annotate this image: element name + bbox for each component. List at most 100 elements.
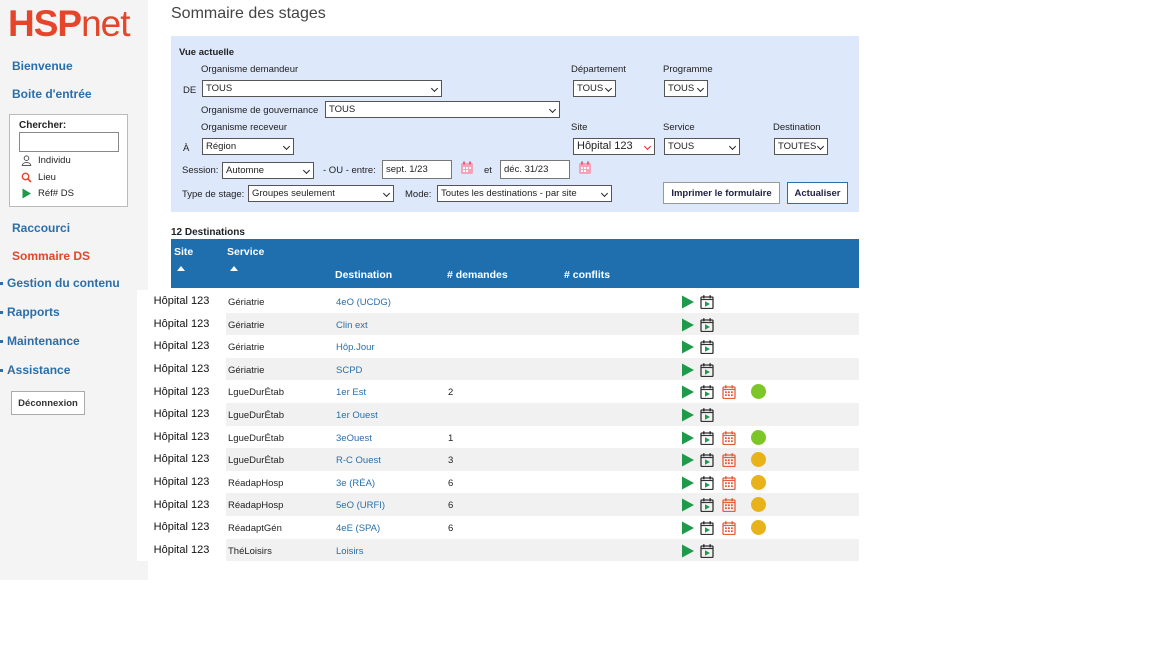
date-to-input[interactable]: déc. 31/23 [500,160,570,179]
nav-assistance[interactable]: Assistance [0,363,70,377]
play-icon[interactable] [681,408,695,422]
demandes-cell: 6 [448,477,454,489]
calendar-icon[interactable] [722,521,736,535]
destination-link[interactable]: R-C Ouest [336,455,381,467]
destination-link[interactable]: Hôp.Jour [336,342,375,354]
destination-link[interactable]: SCPD [336,364,363,376]
site-cell: Hôpital 123 [137,290,226,313]
play-icon[interactable] [681,453,695,467]
type-select[interactable]: Groupes seulement [248,185,394,202]
destination-link[interactable]: 1er Ouest [336,410,378,421]
bullet-icon [0,369,3,373]
nav-shortcut[interactable]: Raccourci [12,221,71,235]
search-option-individu[interactable]: Individu [21,155,71,166]
table-row: ThéLoisirs Loisirs [171,538,859,562]
nav-assistance-label: Assistance [7,363,71,377]
destination-link[interactable]: 4eO (UCDG) [336,297,391,308]
calendar-icon[interactable] [722,430,736,445]
departement-select[interactable]: TOUS [573,80,616,97]
print-form-button[interactable]: Imprimer le formulaire [663,182,780,204]
search-option-ref-label: Réf# DS [38,188,74,199]
nav-content[interactable]: Gestion du contenu [0,276,120,290]
calendar-play-icon[interactable] [700,363,714,377]
column-site[interactable]: Site [174,246,194,258]
site-cell: Hôpital 123 [137,425,226,449]
calendar-play-icon[interactable] [700,430,714,445]
calendar-play-icon[interactable] [700,340,714,355]
calendar-play-icon[interactable] [700,543,714,558]
play-icon[interactable] [681,521,695,535]
sort-ascending-icon[interactable] [177,266,185,271]
service-cell: RéadapHosp [228,500,284,512]
site-cell: Hôpital 123 [137,470,226,494]
column-destination[interactable]: Destination [335,269,393,281]
nav-maintenance[interactable]: Maintenance [0,334,80,348]
service-cell: Gériatrie [228,319,265,331]
play-icon[interactable] [681,363,695,377]
sort-ascending-icon[interactable] [230,266,238,271]
search-panel: Chercher: Individu Lieu Réf# DS [9,114,128,207]
nav-welcome[interactable]: Bienvenue [12,59,73,73]
sidebar: HSPnet Bienvenue Boite d'entrée Chercher… [0,0,148,580]
calendar-play-icon[interactable] [700,453,714,468]
column-service[interactable]: Service [227,246,265,258]
column-conflits[interactable]: # conflits [564,269,611,281]
play-icon[interactable] [681,340,695,354]
destination-link[interactable]: Loisirs [336,545,364,557]
destination-link[interactable]: Clin ext [336,319,368,331]
search-input[interactable] [19,132,119,152]
calendar-play-icon[interactable] [700,476,714,490]
destination-link[interactable]: 5eO (URFI) [336,500,386,512]
play-icon[interactable] [681,318,695,332]
nav-inbox[interactable]: Boite d'entrée [12,87,92,101]
play-icon[interactable] [681,431,695,445]
destination-link[interactable]: 3e (RÉA) [336,477,376,489]
calendar-icon[interactable] [460,161,474,175]
org-gouv-select[interactable]: TOUS [325,101,560,118]
search-option-ref[interactable]: Réf# DS [21,188,74,199]
calendar-icon[interactable] [722,476,736,490]
calendar-icon[interactable] [722,385,736,400]
calendar-icon[interactable] [722,498,736,513]
service-cell: LgueDurÉtab [228,432,284,444]
destination-select[interactable]: TOUTES [774,138,828,155]
de-label: DE [183,85,197,96]
calendar-play-icon[interactable] [700,385,714,400]
date-from-input[interactable]: sept. 1/23 [382,160,452,179]
play-icon[interactable] [681,295,695,309]
service-cell: RéadaptGén [228,523,282,534]
site-cell: Hôpital 123 [137,380,226,403]
play-icon[interactable] [681,544,695,558]
column-demandes[interactable]: # demandes [447,269,508,281]
org-receveur-select[interactable]: Région [202,138,294,155]
session-select[interactable]: Automne [222,162,314,179]
service-select[interactable]: TOUS [664,138,740,155]
calendar-play-icon[interactable] [700,408,714,422]
demandes-cell: 1 [448,432,454,444]
logout-button[interactable]: Déconnexion [11,391,85,415]
play-icon[interactable] [681,385,695,399]
hspnet-logo[interactable]: HSPnet [8,4,133,44]
calendar-play-icon[interactable] [700,295,714,309]
nav-summary[interactable]: Sommaire DS [12,249,91,263]
site-select[interactable]: Hôpital 123 [573,138,655,155]
calendar-icon[interactable] [578,161,592,175]
play-icon[interactable] [681,498,695,512]
service-cell: LgueDurÉtab [228,387,284,399]
destination-link[interactable]: 4eE (SPA) [336,523,381,534]
filter-panel: Vue actuelle Organisme demandeur Départe… [171,36,859,212]
calendar-icon[interactable] [722,453,736,468]
calendar-play-icon[interactable] [700,521,714,535]
table-header: Site Service Destination # demandes # co… [171,239,859,288]
calendar-play-icon[interactable] [700,498,714,513]
destination-link[interactable]: 1er Est [336,387,367,399]
nav-reports[interactable]: Rapports [0,305,60,319]
org-demandeur-select[interactable]: TOUS [202,80,442,97]
mode-select[interactable]: Toutes les destinations - par site [437,185,612,202]
destination-link[interactable]: 3eOuest [336,432,372,444]
play-icon[interactable] [681,476,695,490]
refresh-button[interactable]: Actualiser [787,182,848,204]
search-option-lieu[interactable]: Lieu [21,172,56,183]
programme-select[interactable]: TOUS [664,80,708,97]
calendar-play-icon[interactable] [700,317,714,332]
